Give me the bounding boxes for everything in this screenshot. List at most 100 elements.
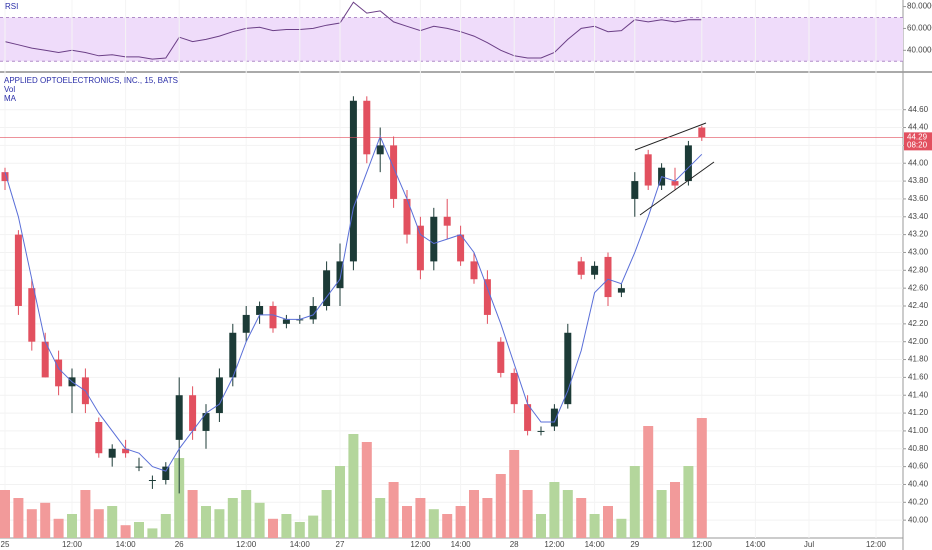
candle-body bbox=[1, 172, 9, 182]
y-tick-label: 40.80 bbox=[908, 444, 929, 453]
candle-body bbox=[483, 279, 491, 315]
rsi-line bbox=[4, 1, 702, 60]
volume-bar bbox=[616, 518, 627, 538]
volume-bar bbox=[361, 442, 372, 538]
volume-bar bbox=[629, 466, 640, 538]
chart-title: APPLIED OPTOELECTRONICS, INC., 15, BATS bbox=[4, 76, 178, 85]
ma-line bbox=[4, 135, 703, 472]
rsi-band bbox=[0, 17, 903, 62]
candle-body bbox=[671, 181, 679, 186]
volume-bar bbox=[80, 490, 91, 538]
candle-body bbox=[698, 127, 706, 138]
volume-bar bbox=[227, 498, 238, 538]
candle-body bbox=[684, 145, 692, 182]
candle-body bbox=[215, 377, 223, 414]
volume-bar bbox=[174, 458, 185, 538]
volume-bar bbox=[482, 498, 493, 538]
candle-body bbox=[524, 404, 532, 431]
volume-bar bbox=[26, 509, 37, 538]
volume-bar bbox=[428, 509, 439, 538]
x-tick-label: 28 bbox=[510, 540, 519, 549]
volume-bar bbox=[603, 506, 613, 538]
candle-body bbox=[363, 100, 371, 155]
y-tick-label: 43.40 bbox=[908, 212, 929, 221]
candle-body bbox=[604, 256, 612, 298]
candle-body bbox=[189, 395, 197, 431]
x-tick-label: 29 bbox=[630, 540, 639, 549]
candle-body bbox=[41, 341, 49, 378]
candle-body bbox=[95, 422, 103, 454]
volume-bar bbox=[696, 418, 707, 538]
volume-bar bbox=[495, 474, 506, 538]
candle-body bbox=[390, 145, 398, 199]
x-tick-label: 12:00 bbox=[236, 540, 257, 549]
volume-bar bbox=[335, 466, 345, 538]
candle-body bbox=[14, 234, 22, 306]
volume-bar bbox=[522, 490, 533, 538]
volume-bar bbox=[120, 525, 131, 538]
x-tick-label: 25 bbox=[1, 540, 10, 549]
candle-body bbox=[349, 100, 357, 262]
y-tick-label: 44.60 bbox=[908, 105, 929, 114]
candle-body bbox=[135, 466, 143, 468]
candle-body bbox=[510, 372, 518, 405]
volume-bar bbox=[670, 482, 680, 538]
volume-bar bbox=[214, 509, 225, 538]
volume-bar bbox=[589, 514, 600, 538]
volume-bar bbox=[281, 514, 292, 538]
volume-bar bbox=[93, 509, 104, 538]
candle-body bbox=[403, 198, 411, 235]
countdown-label: 08:20 bbox=[907, 140, 928, 149]
y-tick-label: 42.20 bbox=[908, 319, 929, 328]
candle-body bbox=[550, 408, 558, 427]
candle-body bbox=[631, 181, 639, 199]
volume-bar bbox=[53, 518, 64, 538]
x-tick-label: 14:00 bbox=[290, 540, 311, 549]
candle-body bbox=[430, 216, 438, 262]
y-tick-label: 40.60 bbox=[908, 462, 929, 471]
rsi-label: RSI bbox=[5, 2, 18, 11]
main-pane: 40.00 40.20 40.40 40.60 40.80 41.00 41.20 41.40… bbox=[0, 0, 929, 538]
y-tick-label: 42.40 bbox=[908, 301, 929, 310]
y-tick-label: 41.20 bbox=[908, 408, 929, 417]
volume-bar bbox=[442, 514, 453, 538]
volume-bar bbox=[268, 518, 278, 538]
candle-body bbox=[577, 261, 585, 275]
volume-bar bbox=[509, 450, 520, 538]
volume-bar bbox=[13, 498, 24, 538]
x-tick-label: 12:00 bbox=[62, 540, 83, 549]
volume-bar bbox=[160, 514, 171, 538]
volume-bar bbox=[348, 434, 359, 538]
candle-body bbox=[497, 341, 505, 373]
y-tick-label: 42.00 bbox=[908, 337, 929, 346]
volume-bar bbox=[294, 522, 305, 538]
y-tick-label: 41.60 bbox=[908, 372, 929, 381]
volume-bar bbox=[536, 514, 546, 538]
volume-bar bbox=[67, 514, 77, 538]
volume-bar bbox=[402, 506, 412, 538]
y-tick-label: 43.00 bbox=[908, 248, 929, 257]
rsi-tick-label: 80.0000 bbox=[907, 2, 932, 11]
candle-body bbox=[256, 306, 264, 315]
volume-bar bbox=[455, 506, 466, 538]
y-tick-label: 41.40 bbox=[908, 390, 929, 399]
volume-bar bbox=[0, 490, 10, 538]
volume-bar bbox=[107, 506, 118, 538]
candle-body bbox=[269, 306, 277, 329]
candle-body bbox=[336, 261, 344, 289]
y-tick-label: 40.20 bbox=[908, 497, 929, 506]
y-tick-label: 41.00 bbox=[908, 426, 929, 435]
x-tick-label: 14:00 bbox=[745, 540, 766, 549]
volume-bar bbox=[469, 490, 479, 538]
volume-bar bbox=[147, 528, 158, 538]
candle-body bbox=[122, 448, 130, 454]
y-tick-label: 42.60 bbox=[908, 283, 929, 292]
x-tick-label: Jul bbox=[804, 540, 814, 549]
volume-bar bbox=[40, 502, 51, 538]
volume-bar bbox=[321, 490, 332, 538]
candle-body bbox=[376, 145, 384, 155]
volume-bar bbox=[134, 522, 144, 538]
candle-body bbox=[591, 265, 599, 275]
volume-bar bbox=[562, 490, 573, 538]
